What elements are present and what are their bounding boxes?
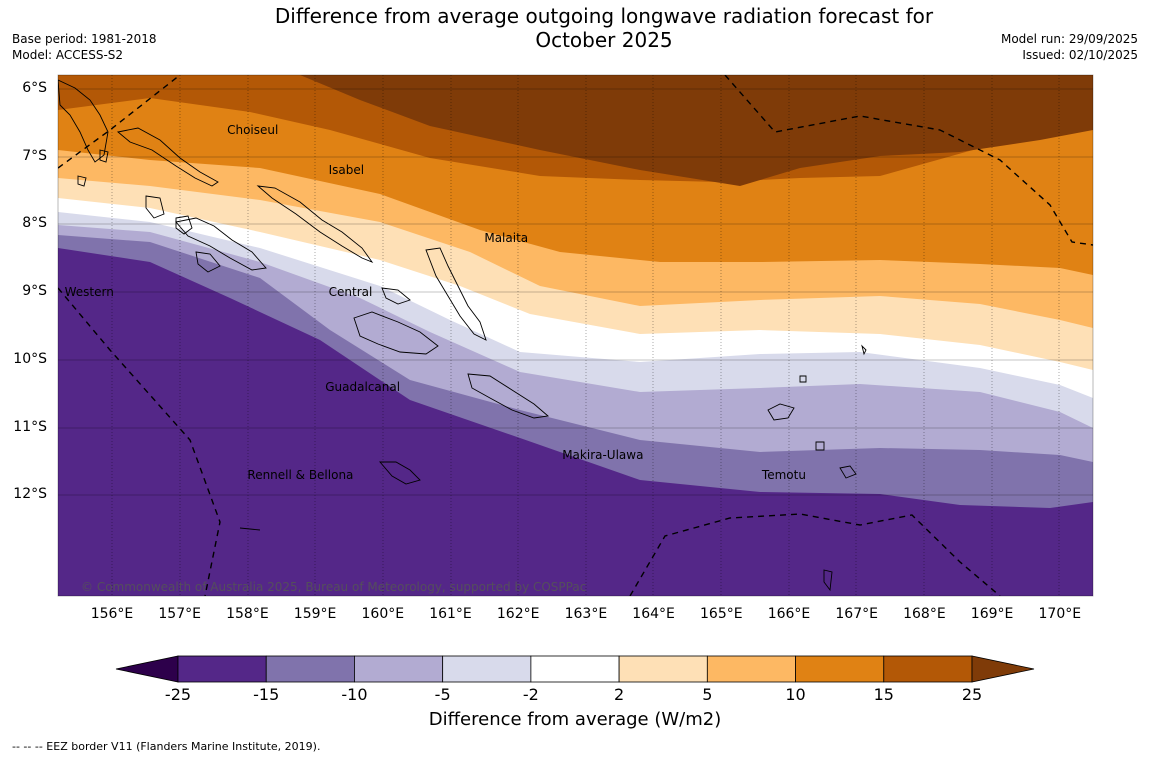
- lat-label: 7°S: [22, 147, 47, 164]
- island-guadalcanal: [353, 311, 439, 355]
- colorbar-tick-label: -5: [434, 685, 451, 704]
- island-kolombangara: [145, 195, 165, 219]
- colorbar: [115, 655, 1035, 683]
- lon-label: 157°E: [158, 606, 201, 622]
- place-label-isabel: Isabel: [328, 163, 365, 178]
- lon-label: 170°E: [1038, 606, 1082, 622]
- colorbar-label: Difference from average (W/m2): [428, 709, 722, 730]
- chart-title-line1: Difference from average outgoing longwav…: [274, 4, 934, 28]
- lon-label: 161°E: [429, 606, 472, 622]
- island-vella-lavella: [175, 215, 193, 235]
- island-rendova: [195, 251, 221, 273]
- colorbar-segment: [795, 655, 885, 683]
- place-label-western: Western: [64, 285, 114, 300]
- lon-label: 158°E: [226, 606, 269, 622]
- island-florida: [381, 287, 411, 305]
- lat-label: 9°S: [22, 283, 47, 300]
- issued-date: Issued: 02/10/2025: [1022, 48, 1138, 62]
- place-label-guadalcanal: Guadalcanal: [325, 379, 401, 394]
- colorbar-segment: [706, 655, 796, 683]
- island-malaita: [425, 247, 487, 341]
- colorbar-segment: [177, 655, 267, 683]
- island-bougainville: [58, 79, 109, 163]
- place-label-makira-ulawa: Makira-Ulawa: [562, 447, 644, 462]
- island-utupua: [815, 441, 825, 451]
- colorbar-tick-label: 25: [961, 685, 983, 704]
- chart-title-line2: October 2025: [535, 28, 673, 52]
- island-new-georgia: [175, 217, 267, 271]
- colorbar-tick-label: -2: [522, 685, 539, 704]
- colorbar-tick-label: -10: [341, 685, 368, 704]
- lon-label: 164°E: [632, 606, 675, 622]
- island-small-north: [799, 375, 807, 383]
- island-sikaiana: [861, 344, 867, 356]
- meta-right: Model run: 29/09/2025 Issued: 02/10/2025: [1001, 31, 1138, 63]
- lon-label: 168°E: [903, 606, 946, 622]
- place-label-temotu: Temotu: [761, 467, 806, 482]
- island-anuta: [823, 569, 833, 592]
- chart-title: Difference from average outgoing longwav…: [0, 4, 1150, 52]
- lon-label: 163°E: [564, 606, 608, 622]
- lon-label: 159°E: [293, 606, 337, 622]
- colorbar-segment: [265, 655, 355, 683]
- lat-label: 10°S: [13, 350, 47, 367]
- copyright-notice: © Commonwealth of Australia 2025, Bureau…: [81, 580, 587, 594]
- lon-label: 160°E: [361, 606, 405, 622]
- lon-label: 156°E: [90, 606, 134, 622]
- lat-label: 12°S: [13, 486, 47, 503]
- lon-label: 165°E: [700, 606, 743, 622]
- meta-left: Base period: 1981-2018 Model: ACCESS-S2: [12, 31, 157, 63]
- lon-label: 167°E: [835, 606, 878, 622]
- island-ontong-java: [99, 149, 109, 163]
- colorbar-tick-label: 5: [702, 685, 713, 704]
- lat-label: 8°S: [22, 215, 47, 232]
- place-label-malaita: Malaita: [484, 230, 529, 245]
- colorbar-segment: [354, 655, 444, 683]
- lon-label: 162°E: [496, 606, 540, 622]
- eez-footnote: -- -- -- EEZ border V11 (Flanders Marine…: [12, 740, 321, 753]
- island-rennell: [379, 461, 421, 485]
- lon-label: 166°E: [767, 606, 811, 622]
- latitude-lines: [58, 88, 1093, 496]
- place-label-central: Central: [328, 285, 373, 300]
- place-label-choiseul: Choiseul: [227, 122, 279, 137]
- island-choiseul: [116, 127, 219, 187]
- island-vanikoro: [839, 465, 857, 479]
- island-makira: [467, 373, 550, 419]
- eez-border: [58, 75, 1093, 596]
- colorbar-under-arrow: [115, 655, 179, 683]
- colorbar-tick-label: 2: [614, 685, 625, 704]
- colorbar-tick-label: -15: [253, 685, 280, 704]
- colorbar-tick-label: 10: [785, 685, 806, 704]
- colorbar-tick-label: -25: [164, 685, 192, 704]
- map-frame: [57, 74, 1094, 597]
- colorbar-segment: [442, 655, 532, 683]
- island-santa-cruz: [767, 403, 795, 421]
- island-shortlands: [77, 175, 87, 187]
- lat-label: 6°S: [22, 80, 47, 96]
- colorbar-segment: [618, 655, 708, 683]
- island-coastlines: [58, 79, 867, 592]
- colorbar-over-arrow: [971, 655, 1035, 683]
- colorbar-tick-label: 15: [873, 685, 894, 704]
- olr-anomaly-field: [58, 75, 1093, 596]
- lon-label: 169°E: [970, 606, 1014, 622]
- colorbar-segment: [530, 655, 620, 683]
- lat-label: 11°S: [13, 418, 47, 435]
- band-plus-25: [300, 75, 1093, 186]
- colorbar-segment: [883, 655, 973, 683]
- place-label-rennell-bellona: Rennell & Bellona: [247, 467, 354, 482]
- model-run: Model run: 29/09/2025: [1000, 32, 1138, 46]
- base-period: Base period: 1981-2018: [12, 32, 157, 46]
- model-name: Model: ACCESS-S2: [12, 48, 124, 62]
- island-indispensable: [239, 527, 261, 531]
- island-isabel: [256, 185, 374, 263]
